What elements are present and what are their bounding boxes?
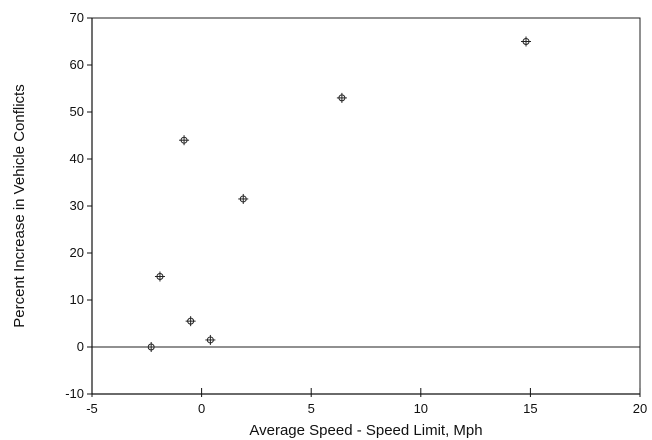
x-tick-label: 20: [633, 401, 647, 416]
x-axis-title: Average Speed - Speed Limit, Mph: [249, 422, 482, 439]
data-points-layer: [146, 36, 532, 352]
y-tick-label: 40: [70, 151, 84, 166]
x-tick-label: 0: [198, 401, 205, 416]
x-tick-label: -5: [86, 401, 98, 416]
y-tick-label: 70: [70, 10, 84, 25]
y-tick-label: 0: [77, 339, 84, 354]
y-tick-label: -10: [65, 386, 84, 401]
data-point: [521, 36, 532, 47]
y-axis-title: Percent Increase in Vehicle Conflicts: [11, 84, 28, 327]
y-tick-label: 50: [70, 104, 84, 119]
y-tick-label: 30: [70, 198, 84, 213]
y-tick-label: 10: [70, 292, 84, 307]
data-point: [185, 316, 196, 327]
y-tick-label: 20: [70, 245, 84, 260]
data-point: [146, 342, 157, 352]
data-point: [154, 271, 165, 282]
x-tick-label: 5: [308, 401, 315, 416]
data-point: [205, 334, 216, 345]
data-point: [238, 193, 249, 204]
y-tick-label: 60: [70, 57, 84, 72]
data-point: [179, 135, 190, 146]
data-point: [336, 92, 347, 103]
plot-frame: [91, 17, 641, 395]
x-tick-label: 10: [414, 401, 428, 416]
x-tick-label: 15: [523, 401, 537, 416]
axes-layer: -10 0 10 20 30 40 50 60 70 -5 0 5 10 15 20: [65, 10, 647, 416]
